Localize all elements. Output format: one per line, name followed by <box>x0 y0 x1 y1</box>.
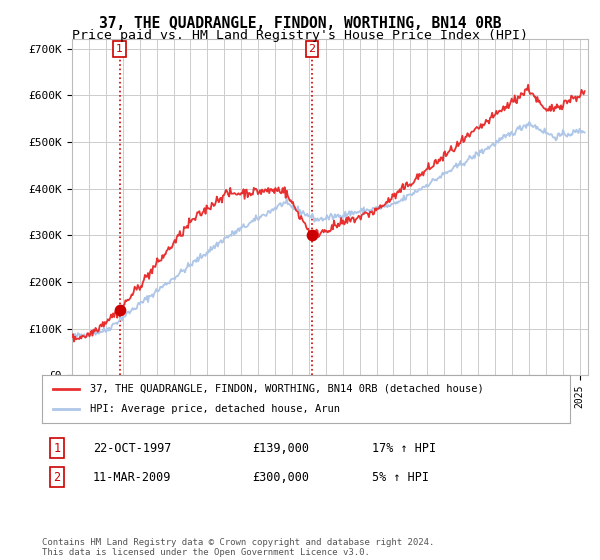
Point <box>307 231 317 240</box>
Text: 17% ↑ HPI: 17% ↑ HPI <box>372 441 436 455</box>
Text: 22-OCT-1997: 22-OCT-1997 <box>93 441 172 455</box>
Text: HPI: Average price, detached house, Arun: HPI: Average price, detached house, Arun <box>89 404 340 414</box>
Text: £300,000: £300,000 <box>252 470 309 484</box>
Text: Price paid vs. HM Land Registry's House Price Index (HPI): Price paid vs. HM Land Registry's House … <box>72 29 528 42</box>
Text: Contains HM Land Registry data © Crown copyright and database right 2024.
This d: Contains HM Land Registry data © Crown c… <box>42 538 434 557</box>
Text: 5% ↑ HPI: 5% ↑ HPI <box>372 470 429 484</box>
Text: 2: 2 <box>308 44 316 54</box>
Text: 37, THE QUADRANGLE, FINDON, WORTHING, BN14 0RB: 37, THE QUADRANGLE, FINDON, WORTHING, BN… <box>99 16 501 31</box>
Text: 2: 2 <box>53 470 61 484</box>
Point <box>115 306 124 315</box>
Text: 11-MAR-2009: 11-MAR-2009 <box>93 470 172 484</box>
Text: 1: 1 <box>53 441 61 455</box>
Text: 1: 1 <box>116 44 123 54</box>
Text: £139,000: £139,000 <box>252 441 309 455</box>
Text: 37, THE QUADRANGLE, FINDON, WORTHING, BN14 0RB (detached house): 37, THE QUADRANGLE, FINDON, WORTHING, BN… <box>89 384 483 394</box>
